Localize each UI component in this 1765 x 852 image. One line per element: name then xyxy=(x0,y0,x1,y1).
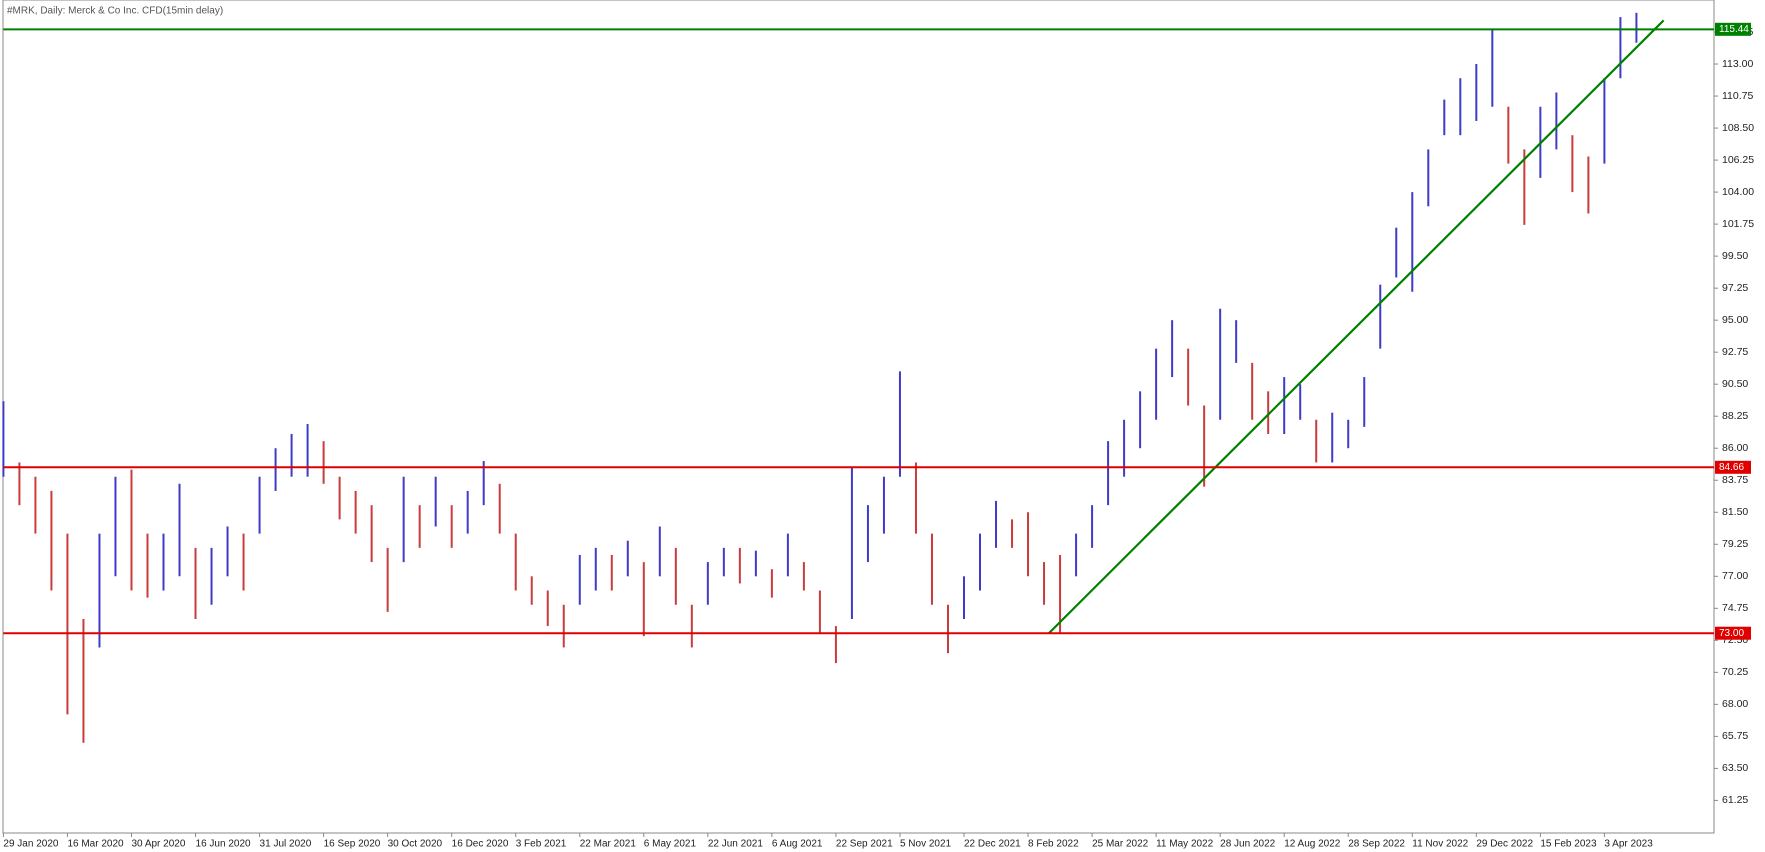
y-tick-label: 92.75 xyxy=(1722,346,1748,358)
x-tick-label: 8 Feb 2022 xyxy=(1028,839,1079,850)
chart-title: #MRK, Daily: Merck & Co Inc. CFD(15min d… xyxy=(7,6,223,17)
y-tick-label: 97.25 xyxy=(1722,282,1748,294)
x-tick-label: 6 Aug 2021 xyxy=(772,839,823,850)
x-tick-label: 16 Jun 2020 xyxy=(196,839,251,850)
level-label: 84.66 xyxy=(1719,462,1744,473)
x-tick-label: 16 Dec 2020 xyxy=(452,839,509,850)
y-tick-label: 77.00 xyxy=(1722,570,1748,582)
x-tick-label: 6 May 2021 xyxy=(644,839,697,850)
trend-line xyxy=(1048,19,1665,634)
x-tick-label: 22 Dec 2021 xyxy=(964,839,1021,850)
y-tick-label: 106.25 xyxy=(1722,154,1754,166)
x-tick-label: 29 Jan 2020 xyxy=(3,839,58,850)
x-tick-label: 29 Dec 2022 xyxy=(1476,839,1533,850)
x-tick-label: 3 Feb 2021 xyxy=(516,839,567,850)
level-label: 73.00 xyxy=(1719,628,1744,639)
x-tick-label: 15 Feb 2023 xyxy=(1540,839,1597,850)
x-tick-label: 3 Apr 2023 xyxy=(1604,839,1653,850)
level-label-box xyxy=(1715,626,1751,640)
x-tick-label: 11 May 2022 xyxy=(1156,839,1214,850)
y-tick-label: 104.00 xyxy=(1722,186,1754,198)
x-tick-label: 22 Sep 2021 xyxy=(836,839,893,850)
y-tick-label: 99.50 xyxy=(1722,250,1748,262)
y-tick-label: 83.75 xyxy=(1722,474,1748,486)
y-tick-label: 86.00 xyxy=(1722,442,1748,454)
x-tick-label: 25 Mar 2022 xyxy=(1092,839,1149,850)
x-tick-label: 11 Nov 2022 xyxy=(1412,839,1468,850)
x-tick-label: 16 Sep 2020 xyxy=(324,839,381,850)
y-tick-label: 110.75 xyxy=(1722,90,1753,102)
x-tick-label: 30 Apr 2020 xyxy=(131,839,185,850)
x-tick-label: 22 Jun 2021 xyxy=(708,839,763,850)
y-tick-label: 79.25 xyxy=(1722,538,1748,550)
y-tick-label: 74.75 xyxy=(1722,602,1748,614)
x-tick-label: 31 Jul 2020 xyxy=(260,839,312,850)
y-tick-label: 108.50 xyxy=(1722,122,1754,134)
level-label: 115.44 xyxy=(1719,24,1749,35)
x-tick-label: 28 Jun 2022 xyxy=(1220,839,1275,850)
x-tick-label: 28 Sep 2022 xyxy=(1348,839,1405,850)
x-tick-label: 12 Aug 2022 xyxy=(1284,839,1341,850)
y-tick-label: 61.25 xyxy=(1722,794,1748,806)
y-tick-label: 95.00 xyxy=(1722,314,1748,326)
plot-frame xyxy=(2,0,1715,834)
x-tick-label: 22 Mar 2021 xyxy=(580,839,637,850)
x-tick-label: 16 Mar 2020 xyxy=(67,839,124,850)
y-tick-label: 88.25 xyxy=(1722,410,1748,422)
x-tick-label: 30 Oct 2020 xyxy=(388,839,443,850)
y-tick-label: 113.00 xyxy=(1722,58,1753,70)
y-tick-label: 65.75 xyxy=(1722,730,1748,742)
y-tick-label: 70.25 xyxy=(1722,666,1748,678)
level-label-box xyxy=(1715,22,1751,36)
y-tick-label: 63.50 xyxy=(1722,762,1748,774)
y-tick-label: 90.50 xyxy=(1722,378,1748,390)
y-tick-label: 68.00 xyxy=(1722,698,1748,710)
y-tick-label: 101.75 xyxy=(1722,218,1754,230)
y-tick-label: 81.50 xyxy=(1722,506,1748,518)
level-label-box xyxy=(1715,460,1751,474)
x-tick-label: 5 Nov 2021 xyxy=(900,839,952,850)
